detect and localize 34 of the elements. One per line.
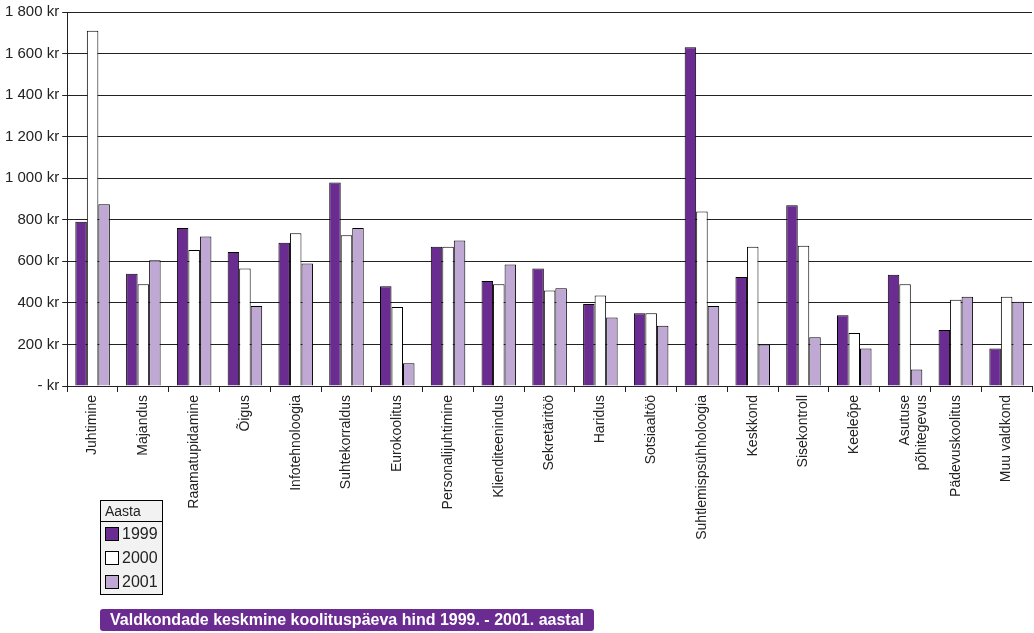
- y-tick-label: 1 400 kr: [5, 85, 60, 103]
- y-tick-label: 400 kr: [17, 293, 60, 311]
- x-tick-label: Muu valdkond: [997, 395, 1014, 483]
- text: Valdkondade keskmine koolituspäeva hind 1999. - 2001. aastal: [100, 609, 594, 631]
- x-tick-label: Haridus: [591, 395, 608, 444]
- y-tick-label: 1 600 kr: [5, 43, 60, 61]
- x-tick-label: Sekretäritöö: [540, 394, 557, 471]
- y-tick-label: 1 200 kr: [5, 126, 60, 144]
- x-tick-label: Majandus: [134, 395, 151, 456]
- x-tick-label: Eurokoolitus: [388, 395, 405, 473]
- x-tick-label: Asutuse põhitegevus: [895, 394, 929, 471]
- x-tick-label: Juhtimine: [83, 394, 100, 455]
- y-tick-label: 800 kr: [17, 209, 60, 227]
- y-tick-label: 200 kr: [17, 334, 60, 352]
- legend-label: 1999: [122, 525, 158, 543]
- legend-title: Aasta: [101, 501, 162, 522]
- x-tick-label: Personalijuhtimine: [438, 394, 455, 510]
- y-tick-label: - kr: [37, 376, 60, 394]
- x-tick-label: Suhtekorraldus: [337, 395, 354, 490]
- x-tick-label: Klienditeenindus: [489, 395, 506, 498]
- x-tick-label: Raamatupidamine: [185, 394, 202, 509]
- x-tick-label: Suhtlemispsühholoogia: [692, 394, 709, 540]
- x-tick-label: Sotsiaaltöö: [642, 394, 659, 465]
- y-tick-label: 1 800 kr: [5, 2, 60, 20]
- legend-label: 2000: [122, 549, 158, 567]
- y-tick-label: 600 kr: [17, 251, 60, 269]
- x-tick-label: Sisekontroll: [794, 395, 811, 468]
- legend-label: 2001: [122, 573, 158, 591]
- x-tick-label: Keeleõpe: [845, 394, 862, 455]
- y-tick-label: 1 000 kr: [5, 168, 60, 186]
- x-tick-label: Infotehnoloogia: [286, 394, 303, 491]
- x-tick-label: Keskkond: [743, 395, 760, 457]
- x-tick-label: Pädevuskoolitus: [946, 395, 963, 497]
- x-tick-label: Õigus: [235, 395, 252, 432]
